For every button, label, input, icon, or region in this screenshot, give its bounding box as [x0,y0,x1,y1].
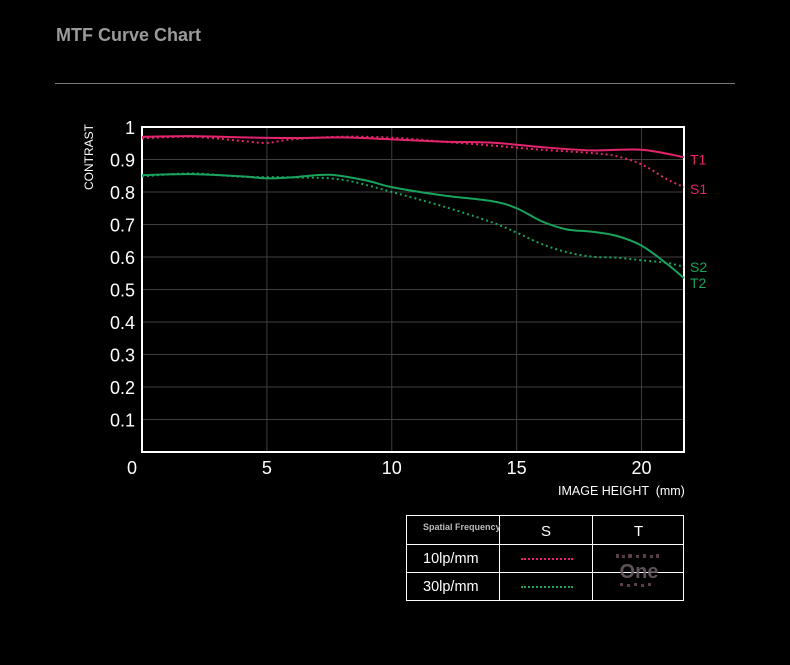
series-label-s1: S1 [690,181,707,197]
legend-header: Spatial Frequency [423,522,501,532]
y-tick-label: 0.6 [110,248,135,268]
x-axis-label: IMAGE HEIGHT (mm) [558,484,685,498]
title-divider [55,83,735,84]
y-tick-label: 1 [125,118,135,138]
legend-divider [407,544,683,545]
legend-col-t: T [634,523,644,540]
chart-grid [141,126,685,453]
y-tick-label: 0.1 [110,411,135,431]
x-tick-label: 15 [507,458,527,478]
legend-divider [592,516,593,600]
x-tick-label: 10 [382,458,402,478]
y-tick-label: 0.8 [110,183,135,203]
y-tick-label: 0.9 [110,151,135,171]
watermark-logo: One [616,554,659,587]
y-axis-label: CONTRAST [82,123,96,190]
svg-text:One: One [620,561,659,583]
x-tick-label: 5 [262,458,272,478]
series-label-t1: T1 [690,152,707,168]
legend-divider [407,572,683,573]
y-tick-label: 0.2 [110,378,135,398]
legend-swatch-30lp-s [521,586,573,588]
legend-row-label: 10lp/mm [423,551,479,567]
y-tick-label: 0.5 [110,281,135,301]
series-line-s1 [141,135,685,189]
y-tick-label: 0.7 [110,216,135,236]
chart-series [141,135,685,279]
series-line-s2 [141,172,685,268]
series-label-s2: S2 [690,259,707,275]
series-line-t1 [141,135,685,159]
x-tick-label: 20 [632,458,652,478]
series-line-t2 [141,173,685,279]
series-label-t2: T2 [690,275,707,291]
y-tick-labels: 1 0.9 0.8 0.7 0.6 0.5 0.4 0.3 0.2 0.1 [110,118,135,431]
x-tick-labels: 0 5 10 15 20 [127,458,652,478]
y-tick-label: 0.4 [110,313,135,333]
legend-swatch-10lp-s [521,558,573,560]
legend-table: Spatial Frequency S T 10lp/mm 30lp/mm [406,515,684,601]
page-title: MTF Curve Chart [56,25,202,45]
legend-row-label: 30lp/mm [423,579,479,595]
plot-frame [141,126,685,453]
y-tick-label: 0.3 [110,346,135,366]
legend-col-s: S [541,523,552,540]
x-tick-label: 0 [127,458,137,478]
legend-divider [499,516,500,600]
